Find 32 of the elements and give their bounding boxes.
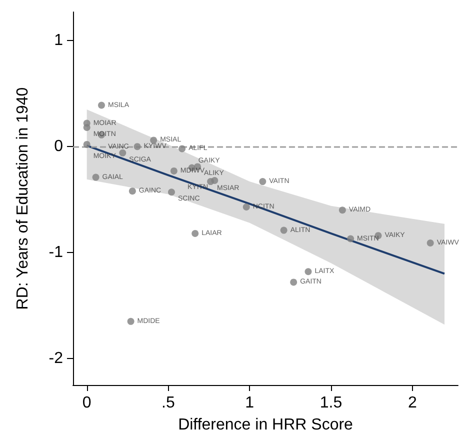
point — [304, 268, 312, 276]
point — [242, 203, 250, 210]
x-axis-title: Difference in HRR Score — [178, 416, 354, 434]
point — [170, 167, 178, 174]
point — [259, 178, 266, 186]
x-tick-label: .5 — [162, 394, 176, 412]
y-tick-label: -2 — [48, 350, 64, 368]
x-tick-label: 2 — [408, 394, 417, 412]
y-tick-label: -1 — [48, 244, 64, 262]
point — [426, 240, 434, 247]
point — [134, 143, 141, 150]
point — [168, 188, 175, 196]
y-axis-title: RD: Years of Education in 1940 — [14, 87, 32, 310]
point — [128, 188, 136, 195]
point — [98, 102, 105, 109]
point — [280, 226, 288, 234]
point — [338, 206, 346, 214]
x-tick-label: 0 — [82, 394, 92, 412]
point — [290, 278, 298, 286]
point — [83, 140, 90, 148]
x-tick-label: 1.5 — [320, 394, 342, 412]
point — [127, 318, 134, 325]
point — [83, 124, 90, 131]
x-tick-label: 1 — [245, 394, 254, 412]
point — [119, 149, 126, 156]
point — [211, 176, 218, 184]
y-tick-label: 0 — [54, 138, 64, 156]
y-tick-label: 1 — [54, 32, 64, 50]
point — [92, 174, 100, 181]
point — [178, 145, 186, 152]
point — [347, 235, 354, 242]
point — [192, 230, 199, 237]
